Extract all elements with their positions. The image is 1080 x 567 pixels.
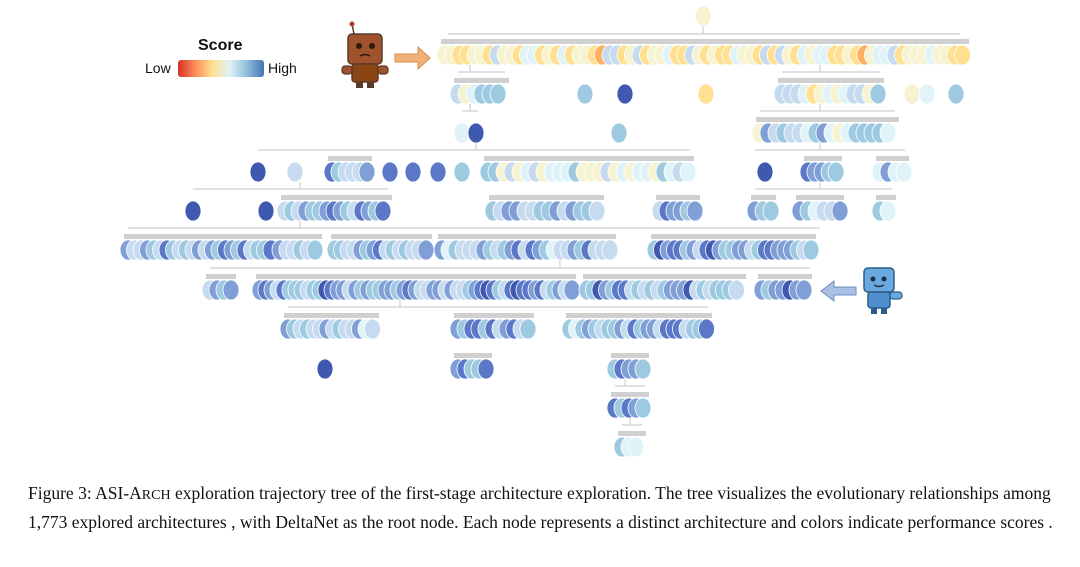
tree-node — [697, 83, 715, 105]
legend-color-bar — [178, 60, 264, 77]
figure-caption: Figure 3: ASI-Arch exploration trajector… — [28, 480, 1058, 535]
tree-node — [895, 161, 913, 183]
tree-node — [879, 122, 897, 144]
tree-node — [519, 318, 537, 340]
arrow-right-icon — [394, 45, 431, 71]
tree-node — [728, 279, 745, 301]
tree-node — [762, 200, 780, 222]
tree-node — [627, 436, 645, 458]
tree-node — [453, 161, 471, 183]
tree-edges — [124, 26, 969, 436]
tree-node — [634, 358, 652, 380]
tree-node — [563, 279, 581, 301]
tree-nodes — [119, 5, 971, 458]
tree-node — [381, 161, 399, 183]
caption-text: exploration trajectory tree of the first… — [28, 483, 1053, 532]
tree-node — [249, 161, 267, 183]
tree-node — [610, 122, 628, 144]
tree-node — [616, 83, 634, 105]
tree-node — [903, 83, 921, 105]
tree-node — [802, 239, 820, 261]
tree-node — [831, 200, 849, 222]
tree-node — [358, 161, 376, 183]
tree-node — [869, 83, 887, 105]
legend-high-label: High — [268, 60, 297, 76]
robot-blue-icon — [863, 267, 903, 314]
tree-node — [588, 200, 606, 222]
tree-node — [954, 44, 971, 66]
legend-title: Score — [198, 37, 243, 54]
tree-root-node — [694, 5, 712, 27]
tree-node — [417, 239, 435, 261]
tree-node — [257, 200, 275, 222]
caption-name-prefix: ASI-A — [95, 483, 142, 503]
tree-node — [756, 161, 774, 183]
tree-node — [429, 161, 447, 183]
tree-node — [947, 83, 965, 105]
tree-node — [316, 358, 334, 380]
caption-label: Figure 3: — [28, 483, 92, 503]
tree-node — [306, 239, 324, 261]
tree-node — [477, 358, 495, 380]
tree-node — [489, 83, 507, 105]
tree-node — [679, 161, 697, 183]
tree-node — [404, 161, 422, 183]
tree-node — [795, 279, 813, 301]
tree-node — [879, 200, 897, 222]
tree-diagram — [119, 5, 971, 458]
tree-node — [222, 279, 240, 301]
tree-node — [601, 239, 619, 261]
tree-node — [184, 200, 202, 222]
robot-brown-icon — [341, 21, 389, 88]
tree-node — [286, 161, 304, 183]
tree-node — [698, 318, 715, 340]
tree-node — [364, 318, 381, 340]
tree-node — [918, 83, 936, 105]
tree-node — [374, 200, 392, 222]
tree-node — [467, 122, 485, 144]
caption-name-smallcaps: rch — [141, 488, 171, 503]
tree-node — [686, 200, 704, 222]
tree-node — [634, 397, 652, 419]
tree-node — [576, 83, 594, 105]
legend-low-label: Low — [145, 60, 171, 76]
arrow-left-icon — [820, 279, 857, 303]
tree-node — [827, 161, 845, 183]
